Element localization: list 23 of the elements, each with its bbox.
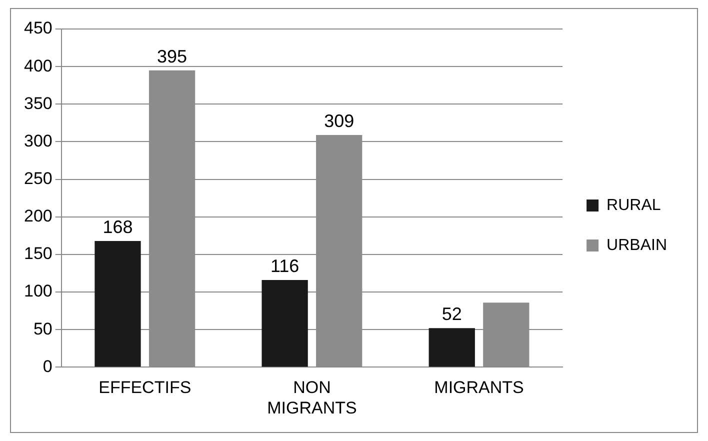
data-label: 52: [442, 304, 462, 324]
bar: [262, 280, 308, 367]
y-tick-label: 0: [42, 356, 52, 376]
data-label: 116: [270, 256, 300, 276]
y-tick-label: 450: [24, 18, 52, 38]
legend-label: RURAL: [606, 196, 661, 214]
bar: [94, 240, 141, 367]
y-tick-label: 100: [24, 282, 52, 301]
y-tick-label: 150: [24, 244, 52, 264]
x-tick-label: MIGRANTS: [434, 378, 524, 398]
data-label: 395: [157, 46, 188, 66]
data-label: 168: [102, 216, 133, 237]
data-label: 309: [324, 110, 354, 131]
y-tick-label: 200: [24, 206, 52, 226]
x-tick-label: NON MIGRANTS: [267, 378, 357, 418]
y-tick-label: 250: [24, 169, 52, 188]
legend-label: URBAIN: [606, 236, 667, 254]
y-tick-label: 300: [24, 131, 52, 150]
y-tick-label: 50: [33, 319, 52, 338]
bar: [428, 328, 475, 367]
x-tick-label: EFFECTIFS: [98, 378, 192, 398]
y-tick-label: 350: [24, 94, 52, 113]
y-tick-label: 400: [24, 56, 52, 76]
